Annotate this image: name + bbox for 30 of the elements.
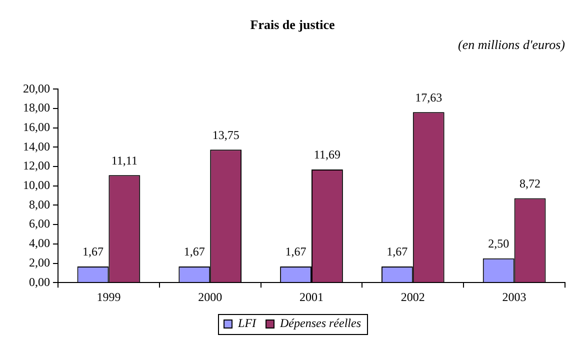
data-label: 1,67 bbox=[184, 244, 205, 259]
x-tick-label: 2002 bbox=[400, 290, 425, 304]
data-label: 11,11 bbox=[111, 153, 138, 168]
y-tick-label: 10,00 bbox=[23, 178, 50, 192]
legend-label: LFI bbox=[237, 316, 258, 330]
data-label: 1,67 bbox=[285, 244, 306, 259]
y-tick-label: 16,00 bbox=[23, 120, 50, 134]
chart-subtitle: (en millions d'euros) bbox=[458, 36, 565, 52]
legend-label: Dépenses réelles bbox=[279, 316, 362, 330]
x-tick-label: 2003 bbox=[502, 290, 526, 304]
y-tick-label: 12,00 bbox=[23, 158, 50, 173]
x-tick-label: 1999 bbox=[96, 290, 121, 304]
y-tick-label: 2,00 bbox=[29, 255, 50, 270]
data-label: 11,69 bbox=[314, 148, 340, 162]
y-tick-label: 18,00 bbox=[23, 100, 50, 115]
x-tick-label: 2001 bbox=[300, 290, 324, 304]
y-tick-label: 8,00 bbox=[29, 197, 50, 212]
data-label: 1,67 bbox=[82, 244, 104, 259]
y-tick-label: 20,00 bbox=[23, 81, 50, 96]
y-tick-label: 6,00 bbox=[29, 216, 50, 231]
chart-title: Frais de justice bbox=[250, 17, 335, 32]
data-label: 1,67 bbox=[386, 244, 408, 259]
data-label: 2,50 bbox=[488, 236, 510, 251]
y-tick-label: 4,00 bbox=[29, 236, 50, 250]
x-tick-label: 2000 bbox=[198, 290, 222, 304]
data-label: 17,63 bbox=[415, 90, 442, 104]
data-label: 13,75 bbox=[212, 128, 240, 142]
data-label: 8,72 bbox=[520, 176, 541, 190]
y-tick-label: 0,00 bbox=[29, 274, 50, 289]
y-tick-label: 14,00 bbox=[23, 139, 50, 154]
